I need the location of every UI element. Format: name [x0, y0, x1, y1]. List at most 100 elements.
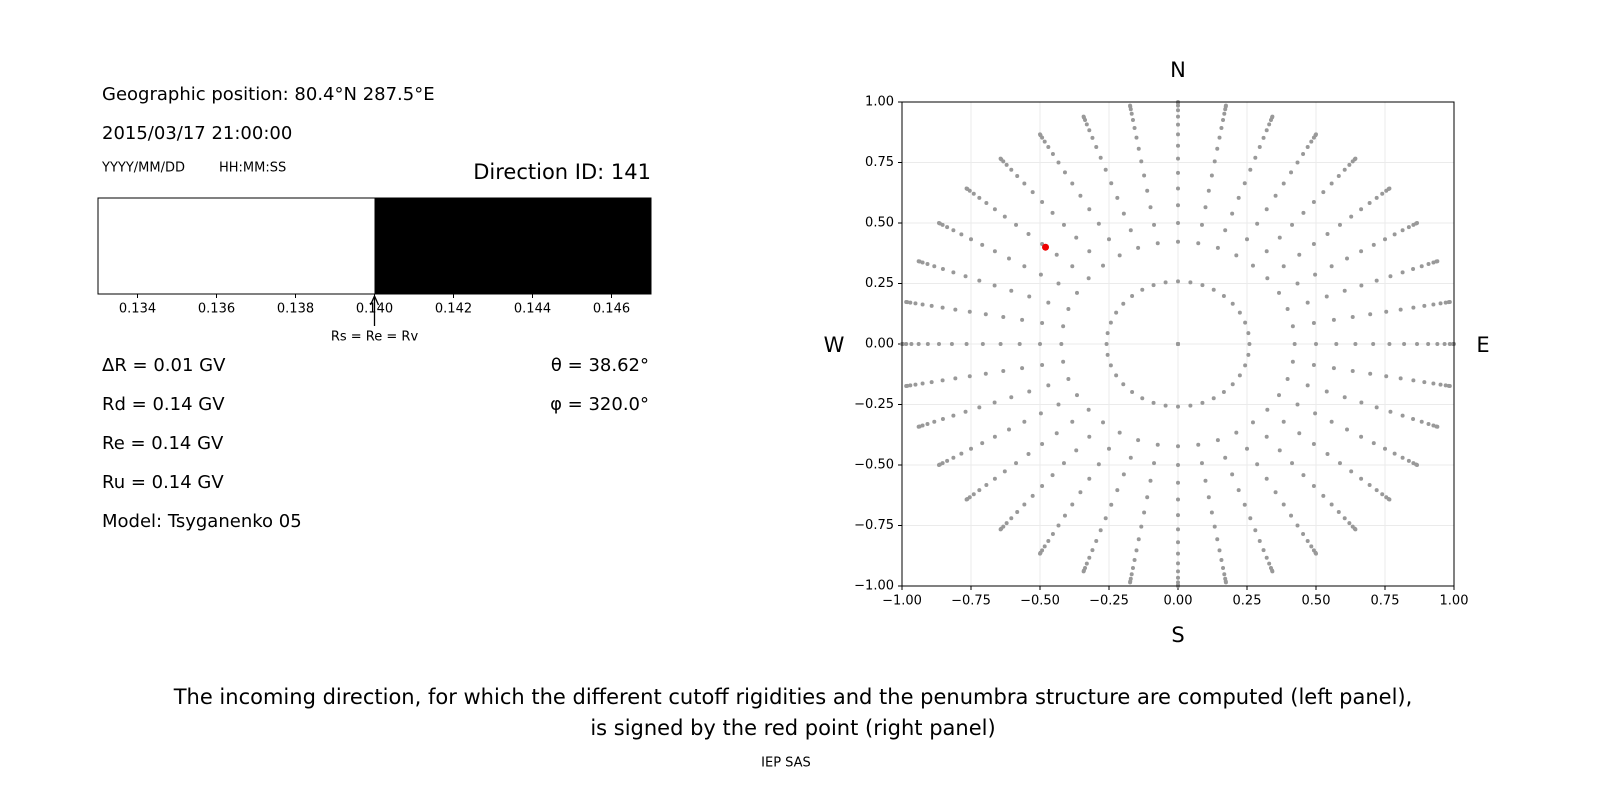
- direction-point: [1264, 207, 1269, 212]
- direction-point: [1314, 551, 1318, 556]
- direction-point: [1368, 371, 1373, 376]
- direction-point: [1176, 156, 1180, 161]
- direction-point: [1371, 342, 1376, 346]
- direction-point: [1027, 389, 1032, 394]
- time-format: HH:MM:SS: [219, 161, 286, 176]
- direction-point: [1009, 288, 1014, 293]
- direction-point: [1098, 155, 1103, 160]
- direction-point: [992, 207, 997, 212]
- angle: φ = 320.0°: [550, 394, 649, 415]
- direction-point: [1128, 455, 1133, 460]
- rigidity: ΔR = 0.01 GV: [102, 355, 226, 376]
- direction-point: [1301, 531, 1306, 536]
- direction-point: [1022, 419, 1027, 424]
- direction-point: [1062, 513, 1067, 518]
- direction-point: [1380, 191, 1385, 196]
- direction-point: [1087, 434, 1092, 439]
- direction-point: [1176, 122, 1180, 127]
- direction-point: [1199, 461, 1204, 466]
- direction-point: [1078, 193, 1083, 198]
- direction-point: [1054, 252, 1059, 257]
- direction-point: [1140, 287, 1145, 292]
- direction-point: [1342, 288, 1347, 293]
- direction-point: [1196, 241, 1201, 246]
- direction-point: [1026, 451, 1031, 456]
- direction-point: [1107, 237, 1111, 242]
- direction-point: [992, 400, 997, 405]
- direction-point: [1046, 383, 1051, 388]
- x-tick-label: 0.144: [514, 302, 551, 317]
- direction-point: [1221, 389, 1226, 394]
- direction-point: [945, 225, 950, 230]
- direction-point: [1059, 342, 1064, 346]
- direction-point: [904, 342, 909, 346]
- direction-point: [1040, 441, 1045, 446]
- direction-point: [1136, 146, 1141, 151]
- direction-point: [1219, 126, 1224, 131]
- direction-point: [1030, 493, 1035, 498]
- direction-point: [1273, 490, 1278, 495]
- direction-point: [1345, 427, 1350, 432]
- direction-point: [1215, 245, 1220, 250]
- direction-point: [1022, 181, 1027, 186]
- direction-point: [1094, 538, 1099, 543]
- direction-point: [1020, 366, 1025, 371]
- direction-point: [1402, 342, 1407, 346]
- direction-point: [1121, 211, 1126, 216]
- y-tick-label: −0.75: [854, 518, 894, 533]
- direction-point: [1176, 170, 1180, 175]
- direction-point: [1353, 527, 1358, 532]
- direction-point: [1387, 342, 1392, 346]
- direction-point: [1115, 488, 1120, 493]
- direction-point: [951, 413, 956, 418]
- direction-point: [932, 264, 937, 269]
- direction-point: [1221, 294, 1226, 299]
- direction-point: [1001, 369, 1006, 374]
- direction-point: [1311, 199, 1316, 204]
- direction-point: [1209, 173, 1214, 178]
- direction-point: [929, 380, 934, 385]
- x-tick-label: 0.75: [1371, 594, 1400, 609]
- direction-point: [1096, 221, 1101, 226]
- y-tick-label: 0.50: [865, 216, 894, 231]
- direction-point: [1117, 253, 1122, 258]
- direction-point: [1347, 521, 1352, 526]
- direction-point: [1206, 495, 1211, 500]
- direction-point: [969, 237, 973, 242]
- direction-point: [1140, 396, 1145, 401]
- direction-point: [1400, 228, 1405, 233]
- direction-point: [916, 424, 921, 429]
- x-tick-label: 0.00: [1164, 594, 1193, 609]
- x-tick-label: 0.134: [119, 302, 156, 317]
- direction-point: [1046, 538, 1051, 543]
- direction-point: [977, 405, 982, 410]
- direction-point: [1392, 451, 1397, 456]
- direction-point: [1359, 249, 1364, 254]
- direction-point: [1289, 513, 1294, 518]
- direction-point: [1242, 502, 1247, 507]
- direction-point: [1163, 403, 1168, 408]
- direction-point: [1359, 283, 1364, 288]
- footer: IEP SAS: [761, 756, 811, 771]
- direction-point: [1087, 128, 1092, 133]
- direction-point: [1117, 430, 1122, 435]
- direction-point: [1101, 263, 1106, 268]
- x-tick-label: −0.50: [1020, 594, 1060, 609]
- direction-point: [1230, 301, 1235, 306]
- direction-point: [908, 300, 913, 305]
- direction-point: [1176, 239, 1180, 244]
- direction-point: [1101, 420, 1106, 425]
- direction-point: [1074, 448, 1079, 453]
- allowed-region: [98, 198, 375, 294]
- direction-point: [1321, 493, 1326, 498]
- direction-point: [1349, 214, 1354, 219]
- direction-point: [1128, 103, 1133, 108]
- direction-point: [936, 342, 941, 346]
- direction-point: [1086, 407, 1091, 412]
- direction-point: [1301, 210, 1306, 215]
- direction-point: [1176, 480, 1180, 485]
- direction-point: [1325, 232, 1330, 237]
- direction-point: [1087, 207, 1092, 212]
- direction-point: [1431, 302, 1436, 307]
- direction-point: [1176, 561, 1180, 566]
